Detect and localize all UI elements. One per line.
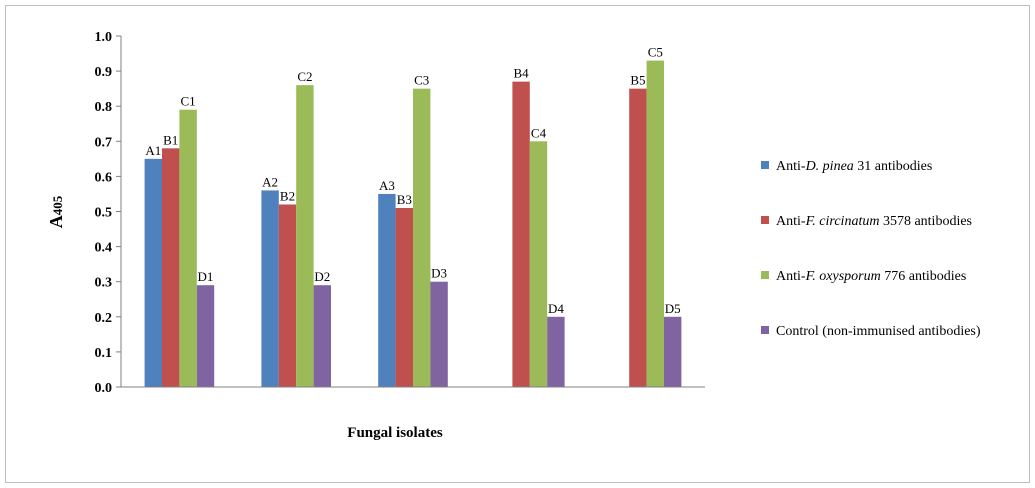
bar — [378, 193, 396, 387]
bar — [629, 88, 647, 388]
bar — [529, 141, 548, 387]
y-tick-label: 0.1 — [95, 346, 113, 361]
y-axis-ticks: 0.0 0.1 0.2 0.3 0.4 0.5 0.6 0.7 0.8 0.9 1.0 — [95, 30, 121, 396]
y-tick-label: 0.3 — [95, 276, 113, 291]
y-tick-label: 1.0 — [95, 30, 113, 45]
bar-data-label: A2 — [262, 174, 278, 189]
y-tick-label: 0.9 — [95, 65, 113, 80]
legend-text-pre: Anti- — [776, 269, 806, 284]
bar — [413, 88, 431, 388]
bar-data-label: B5 — [630, 73, 645, 88]
bar — [144, 158, 162, 387]
y-tick-label: 0.7 — [95, 135, 113, 150]
bar-data-label: B1 — [163, 132, 178, 147]
legend-text-post: 3578 antibodies — [879, 214, 972, 229]
bar — [430, 281, 448, 387]
y-axis-title: A405 — [46, 195, 66, 228]
bar-data-label: B2 — [280, 188, 295, 203]
legend-text-pre: Anti- — [776, 159, 806, 174]
bar-data-label: D5 — [665, 301, 681, 316]
bar — [261, 190, 279, 387]
legend-entry: Control (non-immunised antibodies) — [776, 324, 981, 339]
y-tick-label: 0.2 — [95, 311, 113, 326]
legend-entry: Anti-D. pinea 31 antibodies — [776, 159, 932, 174]
bar-data-label: A1 — [145, 143, 161, 158]
y-axis-title-main: A — [46, 215, 66, 228]
bar-data-label: C4 — [531, 125, 547, 140]
legend-swatch — [761, 326, 769, 334]
y-axis-title-sub: 405 — [50, 195, 65, 215]
bar — [512, 81, 530, 387]
legend-text-post: 776 antibodies — [881, 269, 967, 284]
legend-entry: Anti-F. circinatum 3578 antibodies — [776, 214, 972, 229]
bar — [547, 316, 565, 387]
y-tick-label: 0.4 — [95, 241, 113, 256]
bar-data-label: D3 — [431, 266, 447, 281]
y-tick-label: 0.0 — [95, 381, 113, 396]
bar-data-label: C2 — [297, 69, 312, 84]
legend-text-pre: Anti- — [776, 214, 806, 229]
bar-data-labels: A1 A2 A3 B1 B2 B3 B4 B5 C1 C2 C3 C4 C5 D1 D2 D3 D4 D5 — [145, 45, 680, 316]
x-axis-title: Fungal isolates — [347, 425, 443, 441]
bar-data-label: C1 — [181, 94, 196, 109]
bar-data-label: D1 — [198, 269, 214, 284]
legend-text-post: 31 antibodies — [854, 159, 933, 174]
bar-data-label: A3 — [379, 178, 395, 193]
legend-text-pre: Control (non-immunised antibodies) — [776, 324, 981, 339]
bar-data-label: C3 — [414, 73, 429, 88]
bar-data-label: D2 — [314, 269, 330, 284]
legend-entry: Anti-F. oxysporum 776 antibodies — [776, 269, 966, 284]
bar-data-label: C5 — [648, 45, 663, 60]
y-tick-label: 0.5 — [95, 206, 113, 221]
legend-swatch — [761, 271, 769, 279]
bar — [664, 316, 682, 387]
legend-text-em: F. circinatum — [805, 214, 880, 229]
bars — [144, 60, 682, 388]
bar — [646, 60, 664, 387]
y-tick-label: 0.6 — [95, 170, 113, 185]
legend-swatch — [761, 216, 769, 224]
bar — [278, 204, 297, 387]
bar — [162, 148, 180, 387]
legend-swatch — [761, 161, 769, 169]
bar-data-label: B3 — [397, 192, 412, 207]
bar — [313, 285, 331, 387]
bar-data-label: D4 — [548, 301, 564, 316]
bar — [395, 207, 413, 387]
legend-text-em: F. oxysporum — [805, 269, 881, 284]
legend-text-em: D. pinea — [805, 159, 854, 174]
bar-data-label: B4 — [514, 66, 530, 81]
bar — [179, 109, 197, 388]
bar — [196, 285, 215, 387]
y-tick-label: 0.8 — [95, 100, 113, 115]
bar — [296, 85, 314, 387]
